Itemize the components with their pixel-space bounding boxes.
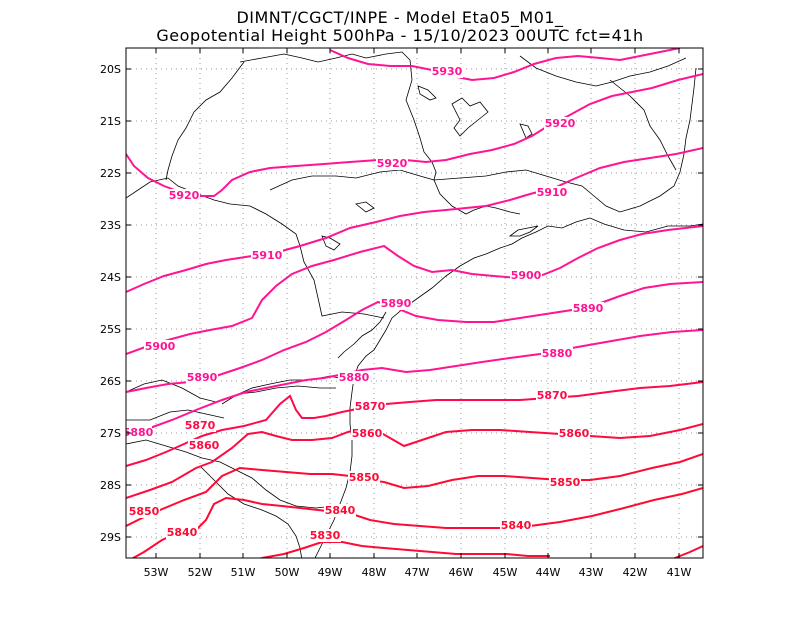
contour-label-5840-west: 5840 bbox=[167, 526, 198, 539]
contour-label-5920-east: 5920 bbox=[545, 117, 576, 130]
lon-label: 47W bbox=[405, 566, 430, 579]
coastline-sp-pr bbox=[314, 217, 703, 558]
tick-marks bbox=[126, 48, 703, 558]
border-mg-ba bbox=[519, 55, 687, 87]
lon-label: 48W bbox=[362, 566, 387, 579]
lat-label: 20S bbox=[100, 63, 121, 76]
rio-lagoon bbox=[508, 225, 539, 237]
lat-label: 22S bbox=[100, 167, 121, 180]
lon-label: 42W bbox=[623, 566, 648, 579]
contour-5830-east bbox=[672, 545, 703, 558]
contour-label-5860-mid: 5860 bbox=[352, 427, 383, 440]
reservoir-5 bbox=[519, 123, 533, 139]
lon-label: 43W bbox=[579, 566, 604, 579]
contour-5880 bbox=[126, 329, 703, 435]
contour-label-5870-west: 5870 bbox=[185, 419, 216, 432]
contour-label-5900-east: 5900 bbox=[511, 269, 542, 282]
contour-label-5890-east: 5890 bbox=[573, 302, 604, 315]
contour-label-5920-mid: 5920 bbox=[377, 157, 408, 170]
contour-label-5880-east: 5880 bbox=[542, 347, 573, 360]
contour-label-5850-mid: 5850 bbox=[349, 471, 380, 484]
contour-label-5850-east: 5850 bbox=[550, 476, 581, 489]
contour-label-5840-east: 5840 bbox=[501, 519, 532, 532]
contour-label-5870-east: 5870 bbox=[537, 389, 568, 402]
contour-label-5900-west: 5900 bbox=[145, 340, 176, 353]
border-mg-north bbox=[239, 51, 437, 181]
contour-5850 bbox=[126, 453, 703, 527]
contour-label-5860-east: 5860 bbox=[559, 427, 590, 440]
lon-label: 49W bbox=[318, 566, 343, 579]
longitude-labels: 53W 52W 51W 50W 49W 48W 47W 46W 45W 44W … bbox=[144, 566, 692, 579]
graticule bbox=[126, 48, 703, 558]
lat-label: 29S bbox=[100, 531, 121, 544]
lat-label: 24S bbox=[100, 271, 121, 284]
contour-label-5850-west: 5850 bbox=[129, 505, 160, 518]
lon-label: 50W bbox=[275, 566, 300, 579]
map-title-line2: Geopotential Height 500hPa - 15/10/2023 … bbox=[156, 26, 644, 45]
contour-5830 bbox=[259, 541, 550, 558]
lat-label: 23S bbox=[100, 219, 121, 232]
lat-label: 26S bbox=[100, 375, 121, 388]
reservoir-2 bbox=[355, 201, 375, 213]
contour-5900 bbox=[126, 225, 703, 355]
contour-label-5910-east: 5910 bbox=[537, 186, 568, 199]
lon-label: 44W bbox=[536, 566, 561, 579]
contour-label-5880-mid: 5880 bbox=[339, 371, 370, 384]
lon-label: 53W bbox=[144, 566, 169, 579]
contour-label-5860-west: 5860 bbox=[189, 439, 220, 452]
contours bbox=[126, 48, 703, 558]
contour-label-5880-west: 5880 bbox=[123, 426, 154, 439]
contour-label-5930: 5930 bbox=[432, 65, 463, 78]
border-west bbox=[126, 409, 225, 421]
reservoir-1 bbox=[451, 97, 489, 137]
lat-label: 27S bbox=[100, 427, 121, 440]
latitude-labels: 20S 21S 22S 23S 24S 25S 26S 27S 28S 29S bbox=[100, 63, 121, 544]
contour-label-5890-mid: 5890 bbox=[381, 297, 412, 310]
map-title-line1: DIMNT/CGCT/INPE - Model Eta05_M01_ bbox=[236, 8, 564, 27]
border-sc-rs bbox=[126, 439, 349, 509]
border-ms-sp bbox=[126, 177, 385, 319]
contour-5910 bbox=[126, 147, 703, 293]
contour-label-5910-west: 5910 bbox=[252, 249, 283, 262]
contour-labels: 5930 5920 5920 5920 5910 5910 5900 5900 … bbox=[123, 65, 604, 542]
contour-label-5830: 5830 bbox=[310, 529, 341, 542]
border-mg-rj-es bbox=[433, 67, 697, 213]
map-frame bbox=[125, 47, 704, 559]
contour-5930 bbox=[329, 48, 681, 82]
border-mg-west bbox=[165, 61, 245, 181]
reservoir-4 bbox=[417, 85, 437, 101]
lon-label: 46W bbox=[449, 566, 474, 579]
lon-label: 41W bbox=[667, 566, 692, 579]
state-borders bbox=[126, 51, 703, 558]
lat-label: 28S bbox=[100, 479, 121, 492]
coast-inlet-pr bbox=[337, 311, 387, 359]
lon-label: 45W bbox=[493, 566, 518, 579]
lon-label: 52W bbox=[188, 566, 213, 579]
lat-label: 25S bbox=[100, 323, 121, 336]
contour-label-5870-mid: 5870 bbox=[355, 400, 386, 413]
contour-5920 bbox=[126, 73, 703, 197]
contour-label-5920-west: 5920 bbox=[169, 189, 200, 202]
lon-label: 51W bbox=[231, 566, 256, 579]
border-rs-south bbox=[199, 465, 303, 558]
lat-label: 21S bbox=[100, 115, 121, 128]
contour-label-5840-mid: 5840 bbox=[325, 504, 356, 517]
contour-label-5890-west: 5890 bbox=[187, 371, 218, 384]
